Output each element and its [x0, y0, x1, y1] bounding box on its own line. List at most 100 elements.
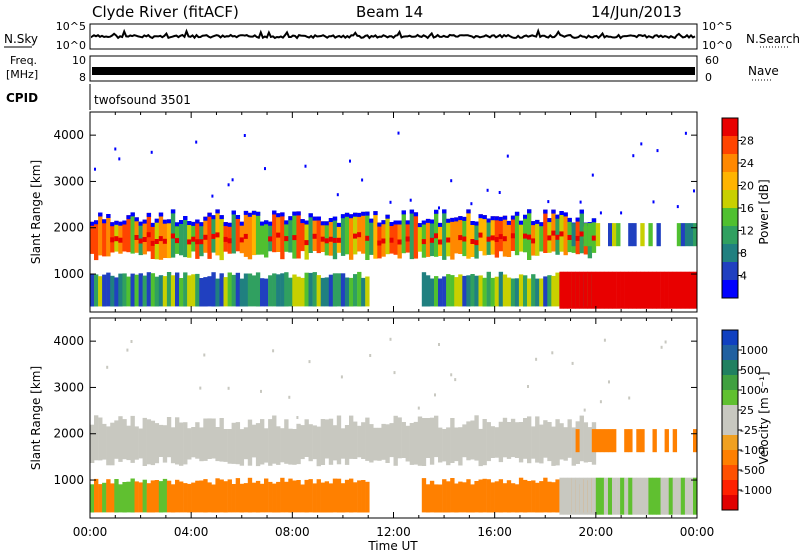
heatmap-cell — [567, 477, 572, 515]
colorbar-swatch — [722, 154, 738, 173]
heatmap-cell — [349, 478, 354, 513]
heatmap-cell — [434, 484, 439, 513]
heatmap-cell — [401, 422, 406, 458]
heatmap-cell — [247, 273, 253, 307]
heatmap-cell — [531, 480, 536, 513]
heatmap-cell — [239, 429, 245, 466]
heatmap-cell — [276, 481, 281, 513]
heatmap-cell — [328, 483, 334, 513]
heatmap-cell — [466, 479, 471, 513]
heatmap-cell — [340, 214, 346, 256]
heatmap-cell — [510, 233, 516, 239]
heatmap-cell — [446, 218, 451, 223]
heatmap-cell — [247, 419, 253, 466]
heatmap-cell — [102, 274, 107, 307]
heatmap-cell — [195, 273, 200, 307]
heatmap-cell — [340, 375, 343, 379]
heatmap-cell — [146, 272, 152, 307]
heatmap-cell — [405, 220, 410, 225]
heatmap-cell — [268, 236, 273, 242]
heatmap-cell — [158, 236, 164, 242]
heatmap-cell — [567, 271, 572, 309]
time-tick: 16:00 — [477, 525, 512, 539]
heatmap-cell — [648, 271, 653, 309]
heatmap-cell — [377, 222, 382, 227]
heatmap-cell — [575, 235, 580, 241]
freq-panel: Freq. [MHz] 10 8 60 0 Nave — [6, 54, 779, 84]
heatmap-cell — [591, 235, 597, 241]
heatmap-cell — [98, 417, 103, 461]
colorbar-swatch — [722, 465, 738, 481]
heatmap-cell — [264, 478, 269, 513]
heatmap-cell — [308, 213, 313, 253]
heatmap-cell — [640, 477, 645, 515]
heatmap-cell — [369, 424, 374, 463]
heatmap-cell — [587, 223, 593, 247]
heatmap-cell — [203, 479, 208, 513]
heatmap-cell — [668, 477, 674, 515]
heatmap-cell — [150, 273, 156, 307]
heatmap-cell — [90, 221, 95, 226]
heatmap-cell — [401, 210, 406, 254]
heatmap-cell — [563, 271, 568, 309]
noise-ytick-top-left: 10^5 — [56, 20, 86, 33]
heatmap-cell — [243, 273, 249, 307]
heatmap-cell — [672, 429, 678, 453]
colorbar-swatch — [722, 190, 738, 209]
heatmap-cell — [280, 212, 285, 260]
heatmap-cell — [272, 415, 277, 464]
heatmap-cell — [146, 419, 152, 465]
heatmap-cell — [114, 479, 119, 513]
heatmap-cell — [543, 276, 548, 307]
heatmap-cell — [292, 211, 297, 216]
ytick-label: 1000 — [53, 473, 84, 487]
heatmap-cell — [429, 417, 435, 465]
heatmap-cell — [381, 220, 386, 257]
heatmap-cell — [531, 221, 536, 226]
heatmap-cell — [340, 214, 346, 219]
heatmap-cell — [349, 415, 354, 459]
heatmap-cell — [518, 220, 524, 225]
heatmap-cell — [264, 167, 266, 171]
heatmap-cell — [442, 429, 447, 462]
heatmap-cell — [122, 419, 127, 460]
heatmap-cell — [599, 477, 605, 515]
heatmap-cell — [292, 429, 297, 465]
heatmap-cell — [656, 477, 661, 515]
colorbar-swatch — [722, 420, 738, 436]
heatmap-cell — [612, 429, 617, 453]
heatmap-cell — [656, 149, 659, 153]
heatmap-cell — [555, 234, 560, 240]
heatmap-cell — [146, 483, 152, 513]
heatmap-cell — [179, 481, 184, 513]
freq-trace — [92, 67, 695, 75]
heatmap-cell — [243, 233, 249, 239]
heatmap-cell — [316, 216, 321, 254]
heatmap-cell — [434, 415, 439, 458]
heatmap-cell — [478, 232, 483, 238]
velocity-axis: 1000 2000 3000 4000 — [53, 318, 698, 518]
heatmap-cell — [126, 276, 131, 307]
heatmap-cell — [462, 236, 467, 242]
heatmap-cell — [518, 220, 524, 252]
heatmap-cell — [175, 272, 180, 307]
heatmap-cell — [523, 275, 528, 307]
heatmap-cell — [264, 278, 269, 307]
heatmap-cell — [385, 214, 390, 219]
heatmap-cell — [474, 275, 479, 307]
heatmap-cell — [340, 428, 346, 459]
heatmap-cell — [199, 278, 204, 307]
heatmap-cell — [648, 223, 653, 247]
heatmap-cell — [134, 481, 139, 513]
heatmap-cell — [624, 429, 629, 453]
heatmap-cell — [179, 220, 184, 224]
heatmap-cell — [547, 235, 552, 241]
colorbar-swatch — [722, 390, 738, 406]
ytick-label: 3000 — [53, 380, 84, 394]
heatmap-cell — [227, 222, 232, 227]
heatmap-cell — [142, 237, 147, 242]
heatmap-cell — [170, 484, 176, 513]
heatmap-cell — [510, 483, 516, 513]
colorbar-swatch — [722, 136, 738, 155]
heatmap-cell — [122, 482, 127, 513]
